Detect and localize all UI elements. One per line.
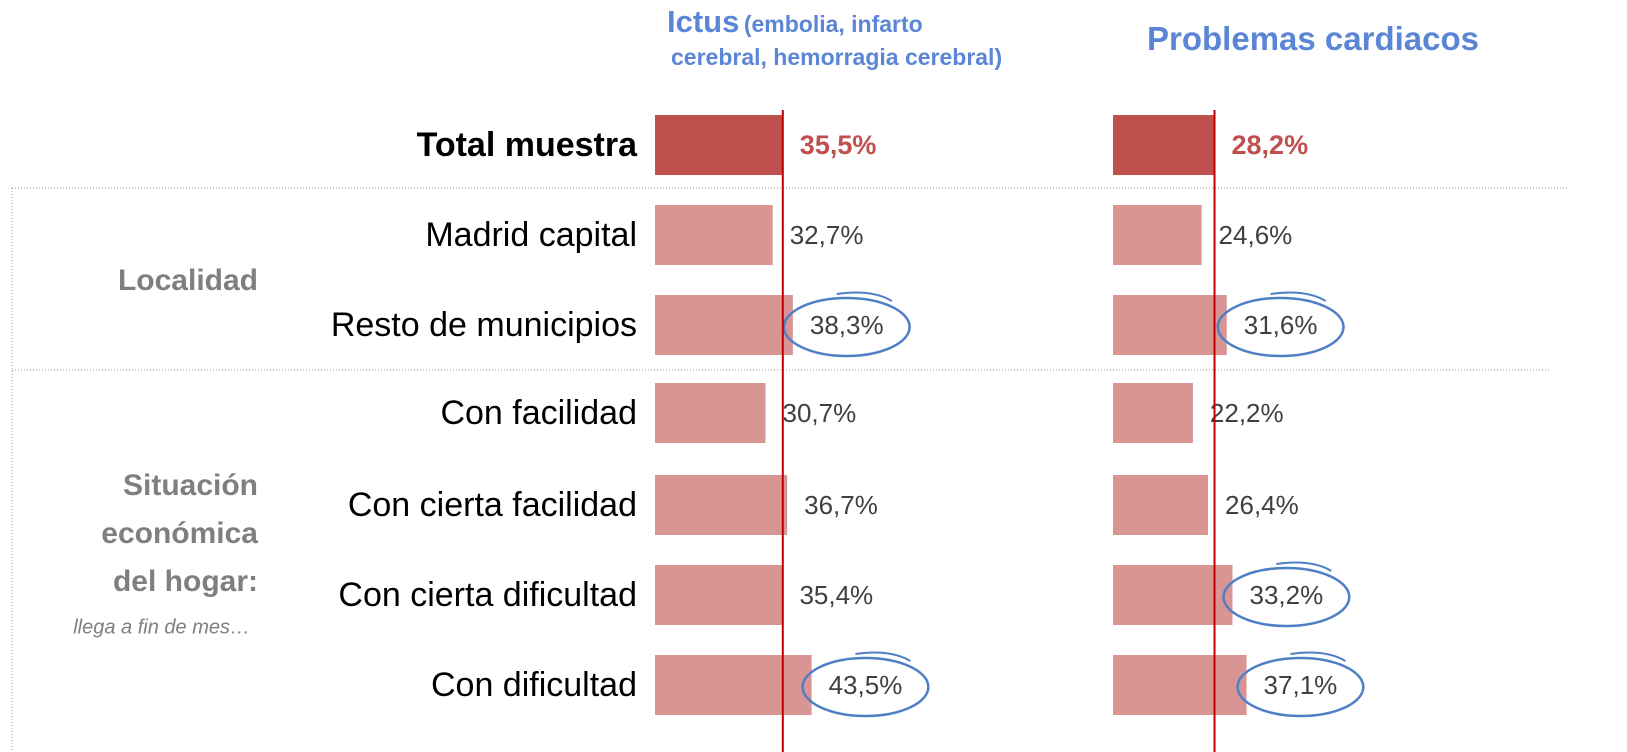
- highlight-stroke: [1270, 291, 1327, 302]
- value-label: 38,3%: [810, 310, 884, 340]
- value-label: 43,5%: [829, 670, 903, 700]
- category-label: Con dificultad: [431, 666, 637, 704]
- group-note: llega a fin de mes…: [73, 616, 250, 638]
- chart-title-block: Ictus (embolia, infarto cerebral, hemorr…: [667, 4, 1002, 74]
- chart-title: Ictus: [667, 4, 740, 39]
- value-label: 24,6%: [1219, 220, 1293, 250]
- value-label: 33,2%: [1250, 580, 1324, 610]
- bar: [1113, 565, 1233, 625]
- highlight-ellipse: [801, 656, 930, 718]
- group-label: Localidad: [118, 264, 258, 297]
- highlight-stroke: [1276, 561, 1332, 572]
- bar: [655, 295, 793, 355]
- value-label: 26,4%: [1225, 490, 1299, 520]
- bar: [655, 655, 812, 715]
- value-label: 35,5%: [800, 130, 877, 160]
- bar: [655, 565, 783, 625]
- chart-subtitle: (embolia, infarto: [743, 11, 923, 37]
- highlight-ellipse: [1216, 296, 1345, 358]
- group-label: del hogar:: [113, 565, 258, 598]
- highlight-ellipse: [1222, 566, 1351, 628]
- bar: [1113, 295, 1227, 355]
- bar: [655, 115, 783, 175]
- bar: [655, 383, 766, 443]
- group-label: económica: [101, 517, 258, 550]
- bar: [1113, 655, 1247, 715]
- bar: [1113, 115, 1215, 175]
- chart-title: Problemas cardiacos: [1147, 20, 1479, 57]
- bar: [1113, 383, 1193, 443]
- bar: [1113, 205, 1202, 265]
- highlight-ellipse: [782, 296, 911, 358]
- value-label: 36,7%: [804, 490, 878, 520]
- value-label: 28,2%: [1232, 130, 1309, 160]
- category-label: Con cierta facilidad: [348, 486, 637, 524]
- bar: [1113, 475, 1209, 535]
- highlight-ellipse: [1236, 656, 1365, 718]
- value-label: 31,6%: [1244, 310, 1318, 340]
- value-label: 22,2%: [1210, 398, 1284, 428]
- chart-subtitle: cerebral, hemorragia cerebral): [671, 44, 1003, 70]
- bar: [655, 475, 788, 535]
- category-label: Con cierta dificultad: [338, 576, 637, 614]
- value-label: 30,7%: [783, 398, 857, 428]
- value-label: 32,7%: [790, 220, 864, 250]
- category-label: Total muestra: [417, 126, 639, 164]
- category-label: Madrid capital: [425, 216, 637, 254]
- category-label: Con facilidad: [440, 394, 637, 432]
- category-label: Resto de municipios: [331, 306, 637, 344]
- value-label: 37,1%: [1264, 670, 1338, 700]
- bar: [655, 205, 773, 265]
- highlight-stroke: [836, 291, 893, 302]
- group-label: Situación: [123, 469, 258, 502]
- value-label: 35,4%: [799, 580, 873, 610]
- highlight-stroke: [855, 651, 911, 662]
- highlight-stroke: [1290, 651, 1346, 662]
